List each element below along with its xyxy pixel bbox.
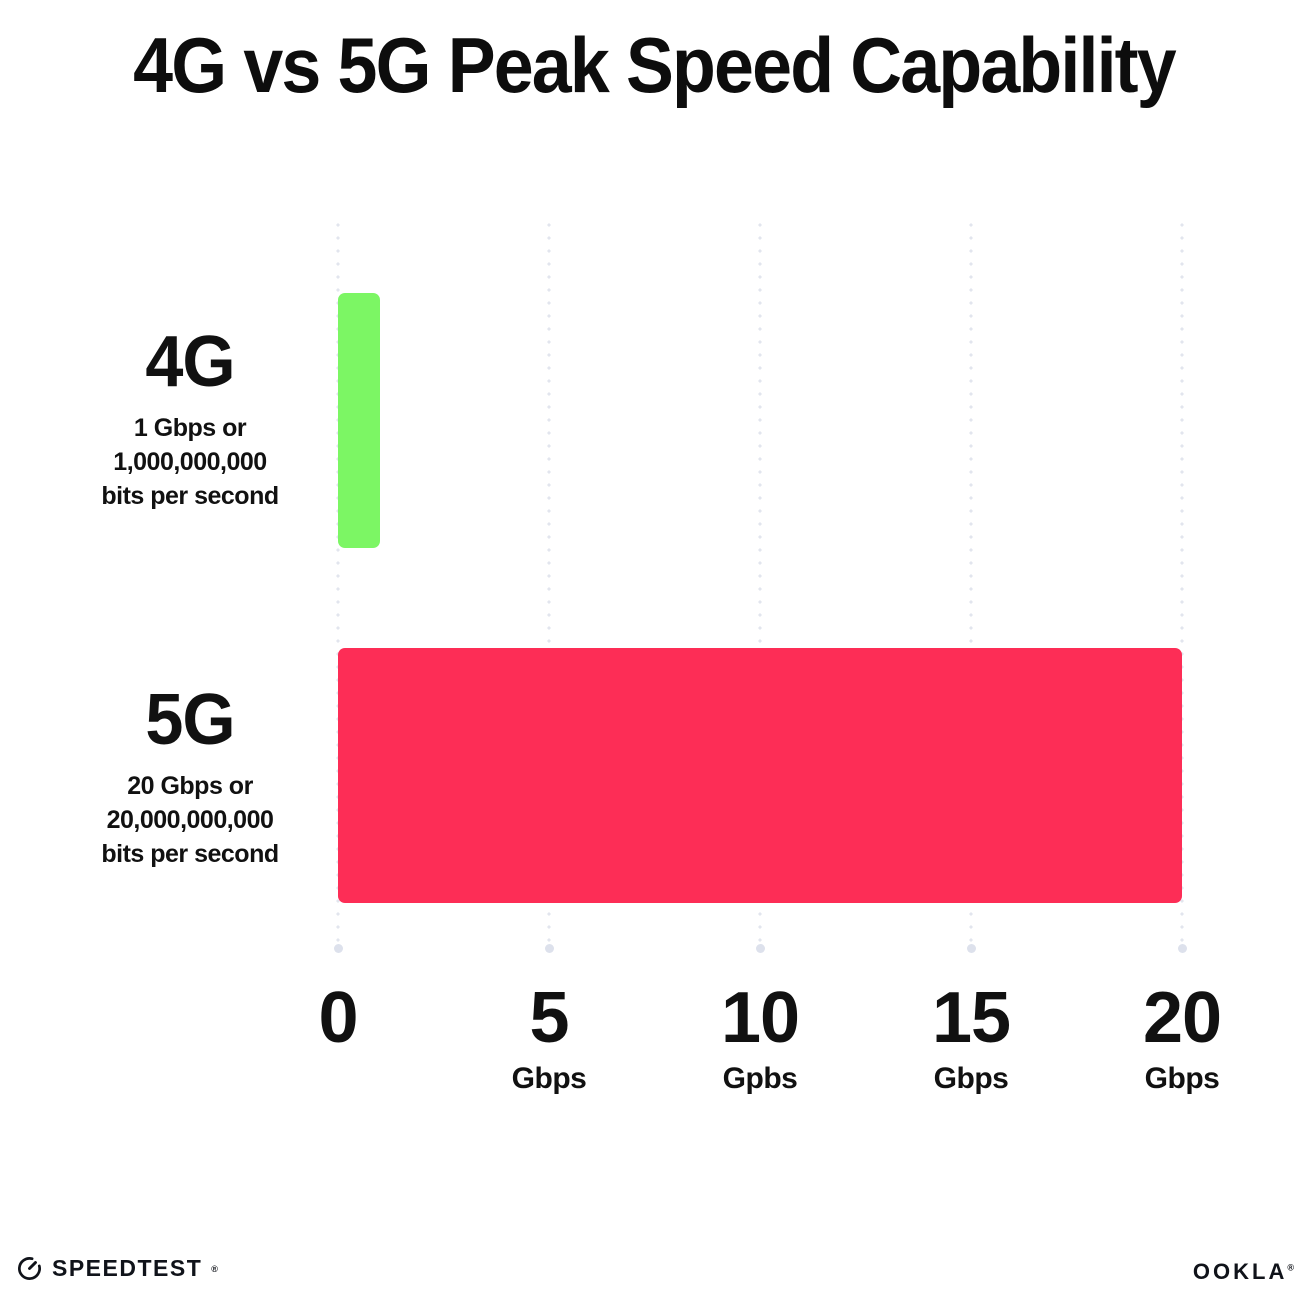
ookla-logo: OOKLA® bbox=[1193, 1259, 1294, 1285]
x-tick-value: 5 bbox=[529, 978, 569, 1058]
ookla-trademark: ® bbox=[1287, 1262, 1294, 1273]
x-tick-unit: Gbps bbox=[1144, 1062, 1220, 1095]
speedtest-gauge-icon bbox=[18, 1257, 41, 1280]
x-tick-unit: Gbps bbox=[511, 1062, 587, 1095]
bar-4g bbox=[338, 293, 381, 548]
x-tick-value: 20 bbox=[1142, 978, 1222, 1058]
category-label-5g: 5G bbox=[145, 680, 235, 760]
gridline-20 bbox=[1180, 223, 1184, 945]
sublabel-line: bits per second bbox=[101, 482, 279, 510]
x-tick-20: 20 Gbps bbox=[1142, 978, 1222, 1096]
plot-area bbox=[333, 223, 1187, 953]
axis-dot-20 bbox=[1177, 944, 1187, 953]
x-tick-15: 15 Gbps bbox=[931, 978, 1011, 1096]
category-sublabel-4g: 1 Gbps or 1,000,000,000 bits per second bbox=[40, 411, 340, 513]
ookla-wordmark: OOKLA bbox=[1192, 1259, 1288, 1284]
category-sublabel-5g: 20 Gbps or 20,000,000,000 bits per secon… bbox=[40, 769, 340, 871]
speedtest-trademark: ® bbox=[211, 1263, 218, 1274]
axis-dot-15 bbox=[966, 944, 976, 953]
gridline-5 bbox=[547, 223, 551, 945]
x-tick-unit: Gpbs bbox=[722, 1062, 798, 1095]
row-label-5g: 5G 20 Gbps or 20,000,000,000 bits per se… bbox=[40, 684, 340, 871]
x-tick-unit: Gbps bbox=[933, 1062, 1009, 1095]
sublabel-line: 1,000,000,000 bbox=[113, 448, 267, 476]
speedtest-wordmark: SPEEDTEST bbox=[52, 1255, 203, 1281]
sublabel-line: 20,000,000,000 bbox=[106, 806, 274, 834]
speedtest-logo: SPEEDTEST ® bbox=[16, 1255, 218, 1282]
axis-dot-10 bbox=[755, 944, 765, 953]
axis-dot-0 bbox=[333, 944, 343, 953]
sublabel-line: bits per second bbox=[101, 840, 279, 868]
chart-title: 4G vs 5G Peak Speed Capability bbox=[133, 21, 1176, 109]
gridline-0 bbox=[336, 223, 340, 945]
axis-dot-5 bbox=[544, 944, 554, 953]
x-tick-0: 0 bbox=[318, 978, 358, 1062]
x-tick-value: 10 bbox=[720, 978, 800, 1058]
gridline-10 bbox=[758, 223, 762, 945]
bar-5g bbox=[338, 648, 1182, 903]
gridline-15 bbox=[969, 223, 973, 945]
category-label-4g: 4G bbox=[145, 322, 235, 402]
x-axis: 0 5 Gbps 10 Gpbs 15 Gbps 20 Gbps bbox=[318, 978, 1222, 1112]
x-tick-5: 5 Gbps bbox=[512, 982, 587, 1096]
x-tick-10: 10 Gpbs bbox=[720, 978, 800, 1096]
row-label-4g: 4G 1 Gbps or 1,000,000,000 bits per seco… bbox=[40, 326, 340, 513]
x-tick-value: 15 bbox=[931, 978, 1011, 1058]
x-tick-value: 0 bbox=[318, 978, 358, 1058]
sublabel-line: 1 Gbps or bbox=[133, 414, 247, 442]
sublabel-line: 20 Gbps or bbox=[127, 772, 253, 800]
